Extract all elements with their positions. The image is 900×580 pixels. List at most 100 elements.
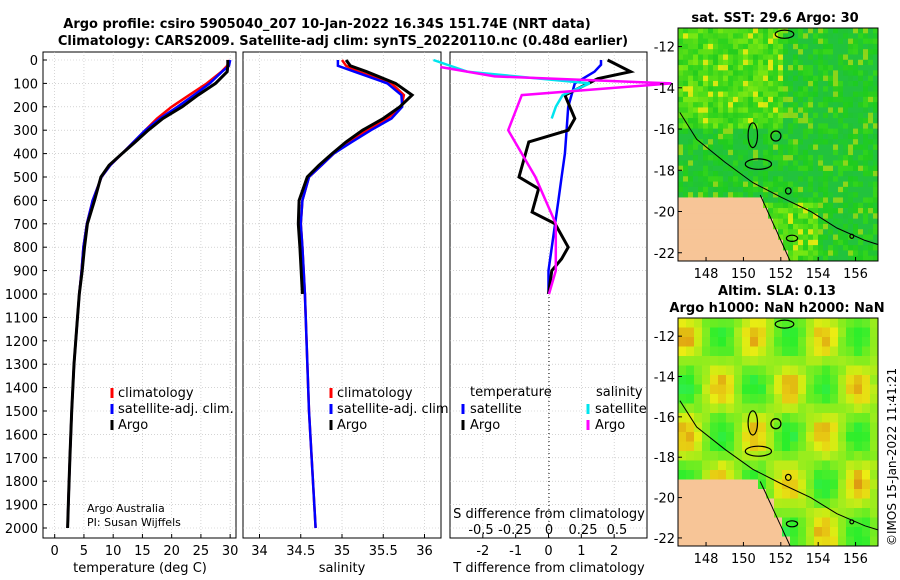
map-cell	[743, 38, 749, 45]
map-cell	[793, 229, 799, 235]
map-cell	[823, 102, 829, 108]
map-cell	[843, 96, 849, 103]
map-cell	[778, 49, 784, 55]
map-cell	[833, 192, 839, 198]
map-cell	[703, 49, 709, 55]
map-cell	[718, 479, 727, 490]
map-cell	[748, 49, 754, 55]
map-cell	[733, 234, 739, 241]
map-cell	[808, 118, 814, 124]
map-cell	[703, 160, 709, 167]
map-cell	[713, 176, 719, 182]
map-cell	[694, 394, 703, 404]
map-cell	[718, 202, 724, 209]
map-cell	[873, 118, 879, 124]
map-cell	[743, 181, 749, 188]
top-tick-label: 0.5	[607, 523, 628, 538]
map-cell	[798, 128, 804, 135]
map-cell	[688, 255, 694, 262]
map-cell	[788, 49, 794, 55]
map-cell	[870, 451, 879, 461]
x-tick-label: 30	[222, 544, 239, 559]
map-cell	[768, 80, 774, 87]
map-cell	[678, 394, 687, 404]
map-cell	[838, 327, 847, 338]
map-cell	[788, 197, 794, 204]
map-cell	[873, 28, 879, 34]
map-cell	[858, 65, 864, 71]
map-cell	[873, 128, 879, 135]
map-cell	[823, 54, 829, 61]
map-cell	[693, 245, 699, 251]
map-cell	[688, 181, 694, 188]
map-cell	[846, 318, 855, 328]
map-cell	[688, 160, 694, 167]
map-cell	[846, 337, 855, 347]
map-cell	[710, 489, 719, 499]
map-cell	[813, 128, 819, 135]
map-cell	[702, 384, 711, 395]
map-cell	[683, 54, 689, 61]
map-cell	[790, 327, 799, 338]
map-cell	[678, 102, 684, 108]
map-cell	[833, 229, 839, 235]
map-cell	[734, 498, 743, 509]
map-cell	[688, 65, 694, 71]
map-cell	[813, 91, 819, 98]
map-cell	[870, 422, 879, 433]
map-cell	[723, 128, 729, 135]
map-cell	[858, 43, 864, 50]
map-cell	[688, 123, 694, 130]
map-cell	[788, 75, 794, 82]
map-cell	[858, 38, 864, 45]
map-cell	[748, 160, 754, 167]
map-cell	[768, 70, 774, 77]
map-cell	[763, 70, 769, 77]
map-cell	[683, 80, 689, 87]
map-cell	[694, 489, 703, 499]
map-cell	[713, 192, 719, 198]
map-cell	[843, 255, 849, 262]
map-cell	[808, 107, 814, 114]
map-cell	[873, 149, 879, 156]
map-cell	[693, 234, 699, 241]
map-cell	[718, 170, 724, 177]
map-cell	[830, 318, 839, 328]
map-cell	[710, 508, 719, 518]
map-cell	[698, 186, 704, 193]
map-cell	[708, 149, 714, 156]
map-cell	[838, 144, 844, 151]
map-cell	[698, 43, 704, 50]
map-cell	[723, 255, 729, 262]
map-cell	[818, 49, 824, 55]
map-cell	[803, 223, 809, 230]
map-cell	[686, 375, 695, 385]
map-cell	[758, 75, 764, 82]
map-cell	[753, 218, 759, 225]
map-cell	[782, 508, 791, 518]
map-cell	[813, 139, 819, 145]
map-cell	[693, 144, 699, 151]
map-cell	[843, 123, 849, 130]
map-cell	[678, 422, 687, 433]
map-cell	[750, 536, 759, 547]
map-cell	[702, 460, 711, 471]
map-cell	[873, 170, 879, 177]
map-cell	[798, 479, 807, 490]
map-cell	[773, 234, 779, 241]
map-cell	[758, 65, 764, 71]
map-cell	[728, 49, 734, 55]
map-cell	[698, 54, 704, 61]
map-cell	[743, 250, 749, 257]
map-cell	[718, 470, 727, 480]
map-cell	[798, 356, 807, 366]
map-cell	[790, 441, 799, 452]
map-cell	[698, 197, 704, 204]
map-cell	[818, 186, 824, 193]
map-cell	[862, 394, 871, 404]
map-cell	[738, 96, 744, 103]
map-cell	[750, 375, 759, 385]
map-cell	[830, 337, 839, 347]
reef-outline	[784, 473, 792, 481]
map-cell	[833, 102, 839, 108]
